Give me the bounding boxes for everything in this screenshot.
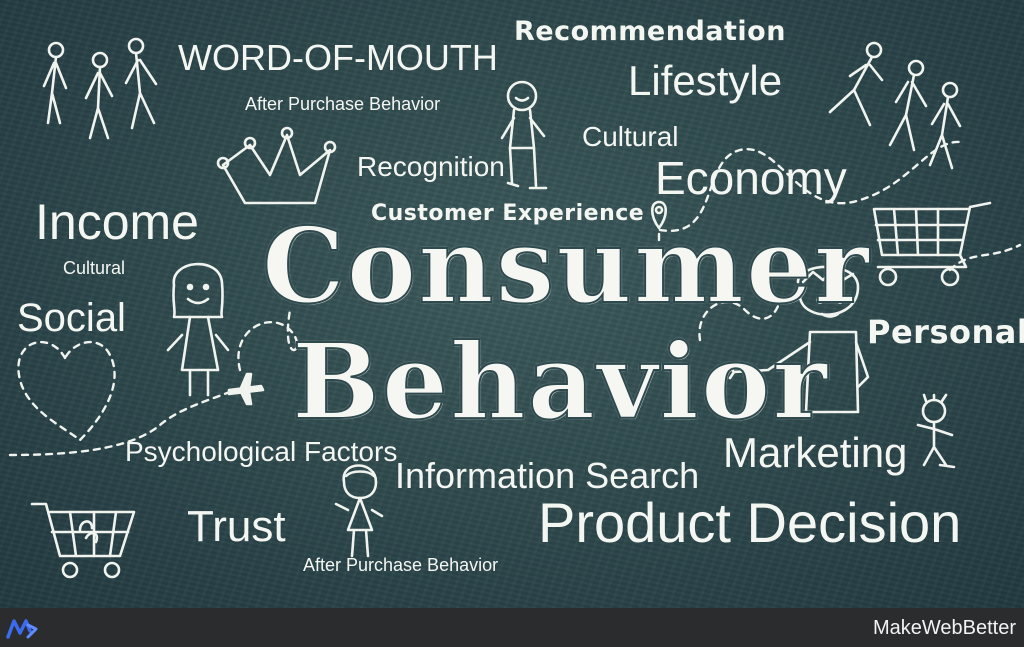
chalkboard-background: WORD-OF-MOUTH Recommendation Lifestyle A… [0, 0, 1024, 608]
trust-text: Trust [187, 502, 286, 551]
small-kid-icon [916, 393, 956, 469]
brand-name[interactable]: MakeWebBetter [872, 617, 1016, 639]
word-of-mouth-text: WORD-OF-MOUTH [178, 37, 498, 78]
girl-doodle-icon [166, 262, 230, 397]
girl-small-icon [334, 464, 384, 558]
social-text: Social [17, 296, 126, 340]
cultural-left-text: Cultural [63, 258, 126, 278]
psychological-factors-text: Psychological Factors [125, 436, 398, 467]
boy-doodle-top-icon [500, 80, 548, 190]
footer-bar: MakeWebBetter [0, 608, 1024, 647]
dashed-loop-left [237, 308, 299, 372]
product-decision-text: Product Decision [538, 491, 962, 554]
recognition-text: Recognition [357, 151, 505, 182]
shopping-cart-left-icon [30, 502, 136, 579]
lifestyle-text: Lifestyle [628, 57, 783, 104]
customer-experience-text: Customer Experience [371, 201, 645, 226]
dashed-curve-right [698, 298, 782, 342]
after-purchase-behavior-bottom-text: After Purchase Behavior [303, 555, 499, 575]
crown-icon [216, 126, 337, 205]
title-behavior: Behavior [291, 320, 830, 443]
dashed-path-top-right [658, 140, 1022, 272]
makewebbetter-logo-icon[interactable] [6, 619, 38, 639]
information-search-text: Information Search [395, 455, 700, 496]
cultural-top-text: Cultural [582, 121, 679, 152]
economy-text: Economy [655, 152, 847, 204]
personal-text: Personal [867, 313, 1024, 351]
walking-people-right-icon [828, 41, 962, 170]
recommendation-text: Recommendation [514, 16, 786, 47]
title-consumer: Consumer [261, 204, 871, 327]
walking-people-left-icon [42, 37, 158, 140]
marketing-text: Marketing [723, 429, 908, 476]
income-text: Income [35, 194, 199, 250]
shopping-cart-right-icon [872, 201, 992, 287]
boy-pointing-icon [726, 265, 870, 414]
after-purchase-behavior-top-text: After Purchase Behavior [245, 94, 441, 114]
heart-dashed-icon [8, 340, 237, 457]
location-pin-icon [650, 200, 668, 246]
